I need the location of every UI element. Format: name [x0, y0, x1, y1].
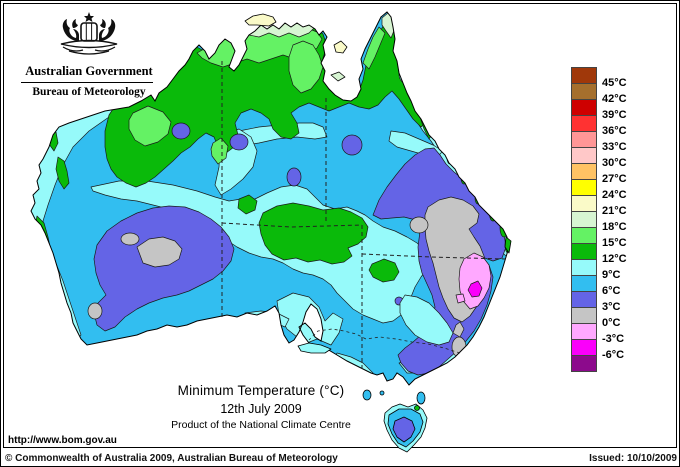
legend-label: 0°C	[602, 317, 621, 329]
islands	[244, 13, 512, 453]
legend-swatch	[571, 243, 597, 260]
legend-swatch	[571, 275, 597, 292]
legend-label: -6°C	[602, 349, 625, 361]
legend-label: 6°C	[602, 285, 621, 297]
mornington-island	[330, 71, 346, 82]
tasmania-ne-green-dot	[414, 405, 420, 411]
legend-swatch	[571, 115, 597, 132]
bom-logo-block: Australian Government Bureau of Meteorol…	[9, 5, 159, 100]
border-26s	[221, 222, 363, 228]
border-qld-nsw	[361, 253, 506, 260]
groote-island	[333, 40, 348, 54]
legend-swatch	[571, 147, 597, 164]
bass-strait-islet	[379, 390, 385, 396]
legend-swatch	[571, 99, 597, 116]
legend-swatch	[571, 163, 597, 180]
legend-swatch	[571, 227, 597, 244]
legend-swatch	[571, 67, 597, 84]
legend-swatch	[571, 211, 597, 228]
legend-label: 3°C	[602, 301, 621, 313]
temperature-legend: 45°C 42°C 39°C 36°C 33°C 30°C 27°C 24°C 21°C 18°C…	[571, 67, 671, 372]
region-9-12C-capeyork-pocket	[398, 63, 416, 85]
legend-swatch	[571, 195, 597, 212]
legend-swatch	[571, 179, 597, 196]
legend-label: 27°C	[602, 173, 627, 185]
region-neg6-neg3C	[467, 280, 483, 298]
legend-label: 30°C	[602, 157, 627, 169]
legend-label: 9°C	[602, 269, 621, 281]
state-borders	[221, 61, 506, 369]
legend-label: 12°C	[602, 253, 627, 265]
legend-label: 21°C	[602, 205, 627, 217]
legend-swatch	[571, 307, 597, 324]
map-product-line: Product of the National Climate Centre	[171, 419, 351, 431]
legend-swatch	[571, 355, 597, 372]
copyright-text: © Commonwealth of Australia 2009, Austra…	[5, 453, 338, 464]
tasmania-3-6C	[392, 416, 416, 443]
map-date: 12th July 2009	[220, 402, 302, 416]
legend-swatch	[571, 259, 597, 276]
government-wordmark: Australian Government	[25, 64, 153, 78]
coat-of-arms-icon	[60, 12, 118, 55]
kangaroo-island	[297, 342, 332, 354]
map-title-block: Minimum Temperature (°C) 12th July 2009 …	[96, 383, 426, 431]
legend-label: 33°C	[602, 141, 627, 153]
legend-label: 15°C	[602, 237, 627, 249]
legend-swatch	[571, 131, 597, 148]
legend-label: -3°C	[602, 333, 625, 345]
king-island	[362, 389, 372, 401]
regions-neg3-0C	[455, 252, 492, 310]
murray-river	[308, 328, 461, 354]
bom-url: http://www.bom.gov.au	[8, 435, 117, 446]
logo-divider	[21, 82, 153, 83]
legend-label: 42°C	[602, 93, 627, 105]
legend-label: 18°C	[602, 221, 627, 233]
legend-swatch	[571, 291, 597, 308]
legend-swatch	[571, 323, 597, 340]
footer-bar: © Commonwealth of Australia 2009, Austra…	[1, 450, 679, 466]
bureau-wordmark: Bureau of Meteorology	[32, 86, 146, 98]
regions-15-18C	[128, 23, 386, 165]
legend-label: 36°C	[602, 125, 627, 137]
map-title: Minimum Temperature (°C)	[177, 383, 345, 398]
tiwi-islands	[244, 13, 277, 27]
legend-swatch	[571, 339, 597, 356]
issued-timestamp: Issued: 10/10/2009	[589, 453, 677, 464]
fraser-island	[504, 236, 512, 254]
legend-swatch	[571, 83, 597, 100]
flinders-island	[416, 391, 426, 405]
region-9-12C-riverina	[399, 294, 454, 346]
legend-label: 24°C	[602, 189, 627, 201]
legend-label: 45°C	[602, 77, 627, 89]
legend-label: 39°C	[602, 109, 627, 121]
